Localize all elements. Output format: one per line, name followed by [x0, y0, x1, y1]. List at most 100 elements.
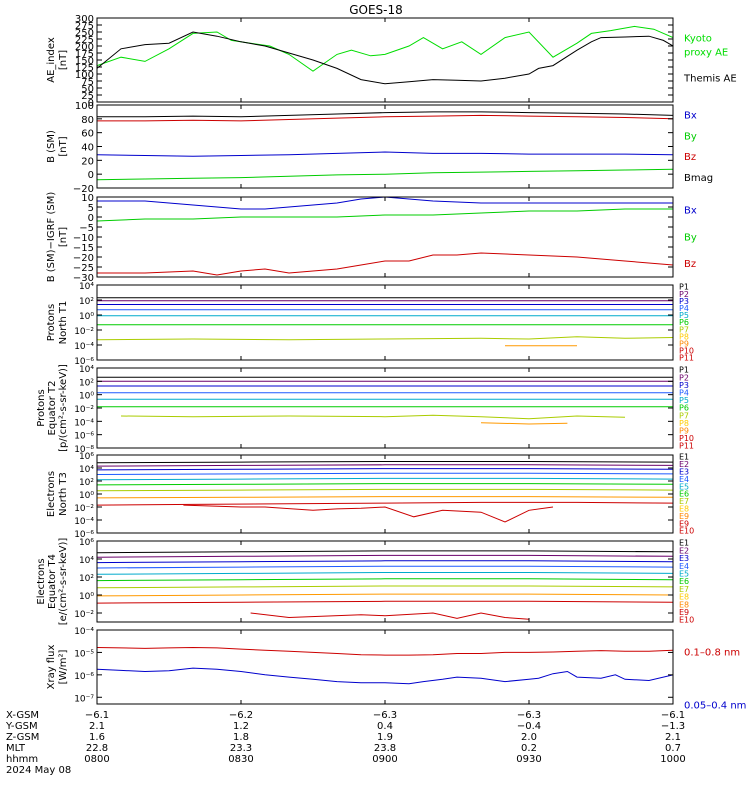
x-tick-value: 1.8 — [233, 732, 249, 743]
panel-3-series — [97, 197, 673, 276]
y-axis-label: Electrons — [46, 471, 57, 517]
series-line-6-7 — [97, 488, 673, 492]
series-line-2-1 — [97, 151, 673, 157]
y-tick-label: 10⁻⁸ — [74, 445, 94, 455]
x-tick-value: −1.3 — [661, 721, 685, 732]
series-line-7-8 — [97, 593, 673, 597]
legend-label: P1 — [679, 366, 689, 375]
x-row-label: MLT — [6, 743, 26, 754]
series-line-3-1 — [97, 197, 673, 210]
y-tick-label: 10⁰ — [79, 312, 94, 322]
series-line-7-10 — [250, 612, 530, 620]
x-row-label: X-GSM — [6, 710, 39, 721]
y-tick-label: 10⁻² — [74, 610, 94, 620]
x-tick-value: 23.3 — [230, 743, 252, 754]
y-axis-label: North T1 — [58, 301, 69, 345]
y-tick-label: 125 — [75, 63, 94, 74]
y-tick-label: 150 — [75, 56, 94, 67]
legend-label: P11 — [679, 354, 694, 363]
y-axis-label: [p/(cm²-s-sr-keV)] — [58, 364, 69, 452]
legend-label: E4 — [679, 475, 689, 484]
series-line-7-5 — [97, 572, 673, 575]
series-line-7-1 — [97, 550, 673, 554]
series-line-6-5 — [97, 477, 673, 481]
date-label: 2024 May 08 — [6, 765, 71, 776]
series-line-6-6 — [97, 483, 673, 486]
panel-6: 10⁻⁶ 10⁻⁴ 10⁻² 10⁰ 10² 10⁴ 10⁶ Electrons North T… — [46, 452, 694, 540]
y-tick-label: 10⁴ — [79, 556, 94, 566]
legend-label: P4 — [679, 304, 689, 313]
series-line-5-8 — [480, 422, 568, 425]
y-tick-label: −20 — [73, 184, 94, 195]
y-tick-label: −15 — [73, 243, 94, 254]
series-line-3-3 — [97, 252, 673, 276]
legend-label: P8 — [679, 332, 689, 341]
series-line-2-3 — [97, 114, 673, 122]
legend-label: P10 — [679, 434, 694, 443]
y-axis-label: Equator T2 — [47, 381, 58, 436]
x-tick-value: −6.3 — [373, 710, 397, 721]
y-tick-label: 10⁶ — [79, 452, 94, 462]
legend-label: P11 — [679, 442, 694, 451]
legend-label: E6 — [679, 577, 689, 586]
x-tick-value: 1.2 — [233, 721, 249, 732]
x-tick-value: 0.4 — [377, 721, 393, 732]
legend-label: P3 — [679, 381, 689, 390]
legend-label: E1 — [679, 539, 689, 548]
x-tick-value: 22.8 — [86, 743, 108, 754]
series-line-7-3 — [97, 560, 673, 564]
x-row-label: Y-GSM — [5, 721, 38, 732]
y-axis-label: [W/m²] — [58, 649, 69, 684]
y-axis-label: Equator T4 — [47, 554, 58, 609]
legend-label: Kyoto — [684, 33, 712, 44]
y-axis-label: [nT] — [58, 50, 69, 70]
y-axis-label: B (SM) — [46, 130, 57, 163]
y-tick-label: 10² — [79, 478, 94, 488]
legend-label: Bz — [684, 152, 696, 163]
series-line-2-4 — [97, 111, 673, 118]
x-row-label: hhmm — [6, 754, 38, 765]
y-tick-label: 225 — [75, 35, 94, 46]
y-tick-label: 25 — [81, 91, 94, 102]
y-tick-label: 10⁻⁴ — [74, 418, 94, 428]
panel-8-series — [97, 646, 673, 685]
y-tick-label: 300 — [75, 14, 94, 25]
panel-1-series — [97, 25, 673, 85]
y-tick-label: 10⁰ — [79, 491, 94, 501]
y-tick-label: 10² — [79, 297, 94, 307]
x-tick-value: 0.2 — [521, 743, 537, 754]
x-tick-value: −6.2 — [229, 710, 253, 721]
x-tick-value: 1.6 — [89, 732, 105, 743]
panel-7-series — [97, 550, 673, 620]
x-tick-value: −6.1 — [85, 710, 109, 721]
x-tick-value: 0830 — [228, 754, 253, 765]
y-tick-label: 10⁻⁶ — [74, 672, 94, 682]
y-tick-label: 10⁻² — [74, 327, 94, 337]
legend-label: Bz — [684, 259, 696, 270]
y-tick-label: −5 — [79, 223, 94, 234]
panel-5: 10⁻⁸ 10⁻⁶ 10⁻⁴ 10⁻² 10⁰ 10² 10⁴ Protons Equator … — [36, 364, 694, 455]
y-axis-label: [nT] — [58, 136, 69, 156]
y-tick-label: 0 — [88, 170, 94, 181]
legend-label: Themis AE — [683, 73, 737, 84]
legend-label: E3 — [679, 467, 689, 476]
y-tick-label: 20 — [81, 156, 94, 167]
y-tick-label: 200 — [75, 42, 94, 53]
legend-label: P5 — [679, 311, 689, 320]
y-axis-label: Protons — [36, 389, 47, 426]
y-tick-label: 10² — [79, 574, 94, 584]
legend-label: P9 — [679, 426, 689, 435]
legend-label: E2 — [679, 546, 689, 555]
legend-label: E1 — [679, 453, 689, 462]
y-tick-label: 40 — [81, 143, 94, 154]
y-tick-label: 10⁻⁶ — [74, 530, 94, 540]
legend-label: P4 — [679, 388, 689, 397]
panel-7: 10⁻² 10⁰ 10² 10⁴ 10⁶ Electrons Equator T4 [e/(c… — [36, 538, 694, 626]
series-line-7-7 — [97, 585, 673, 589]
y-tick-label: 0 — [88, 98, 94, 109]
series-line-6-3 — [97, 468, 673, 471]
legend-label: E5 — [679, 569, 689, 578]
panel-1: 0255075100125150175200225250275300AE_ind… — [46, 14, 737, 109]
